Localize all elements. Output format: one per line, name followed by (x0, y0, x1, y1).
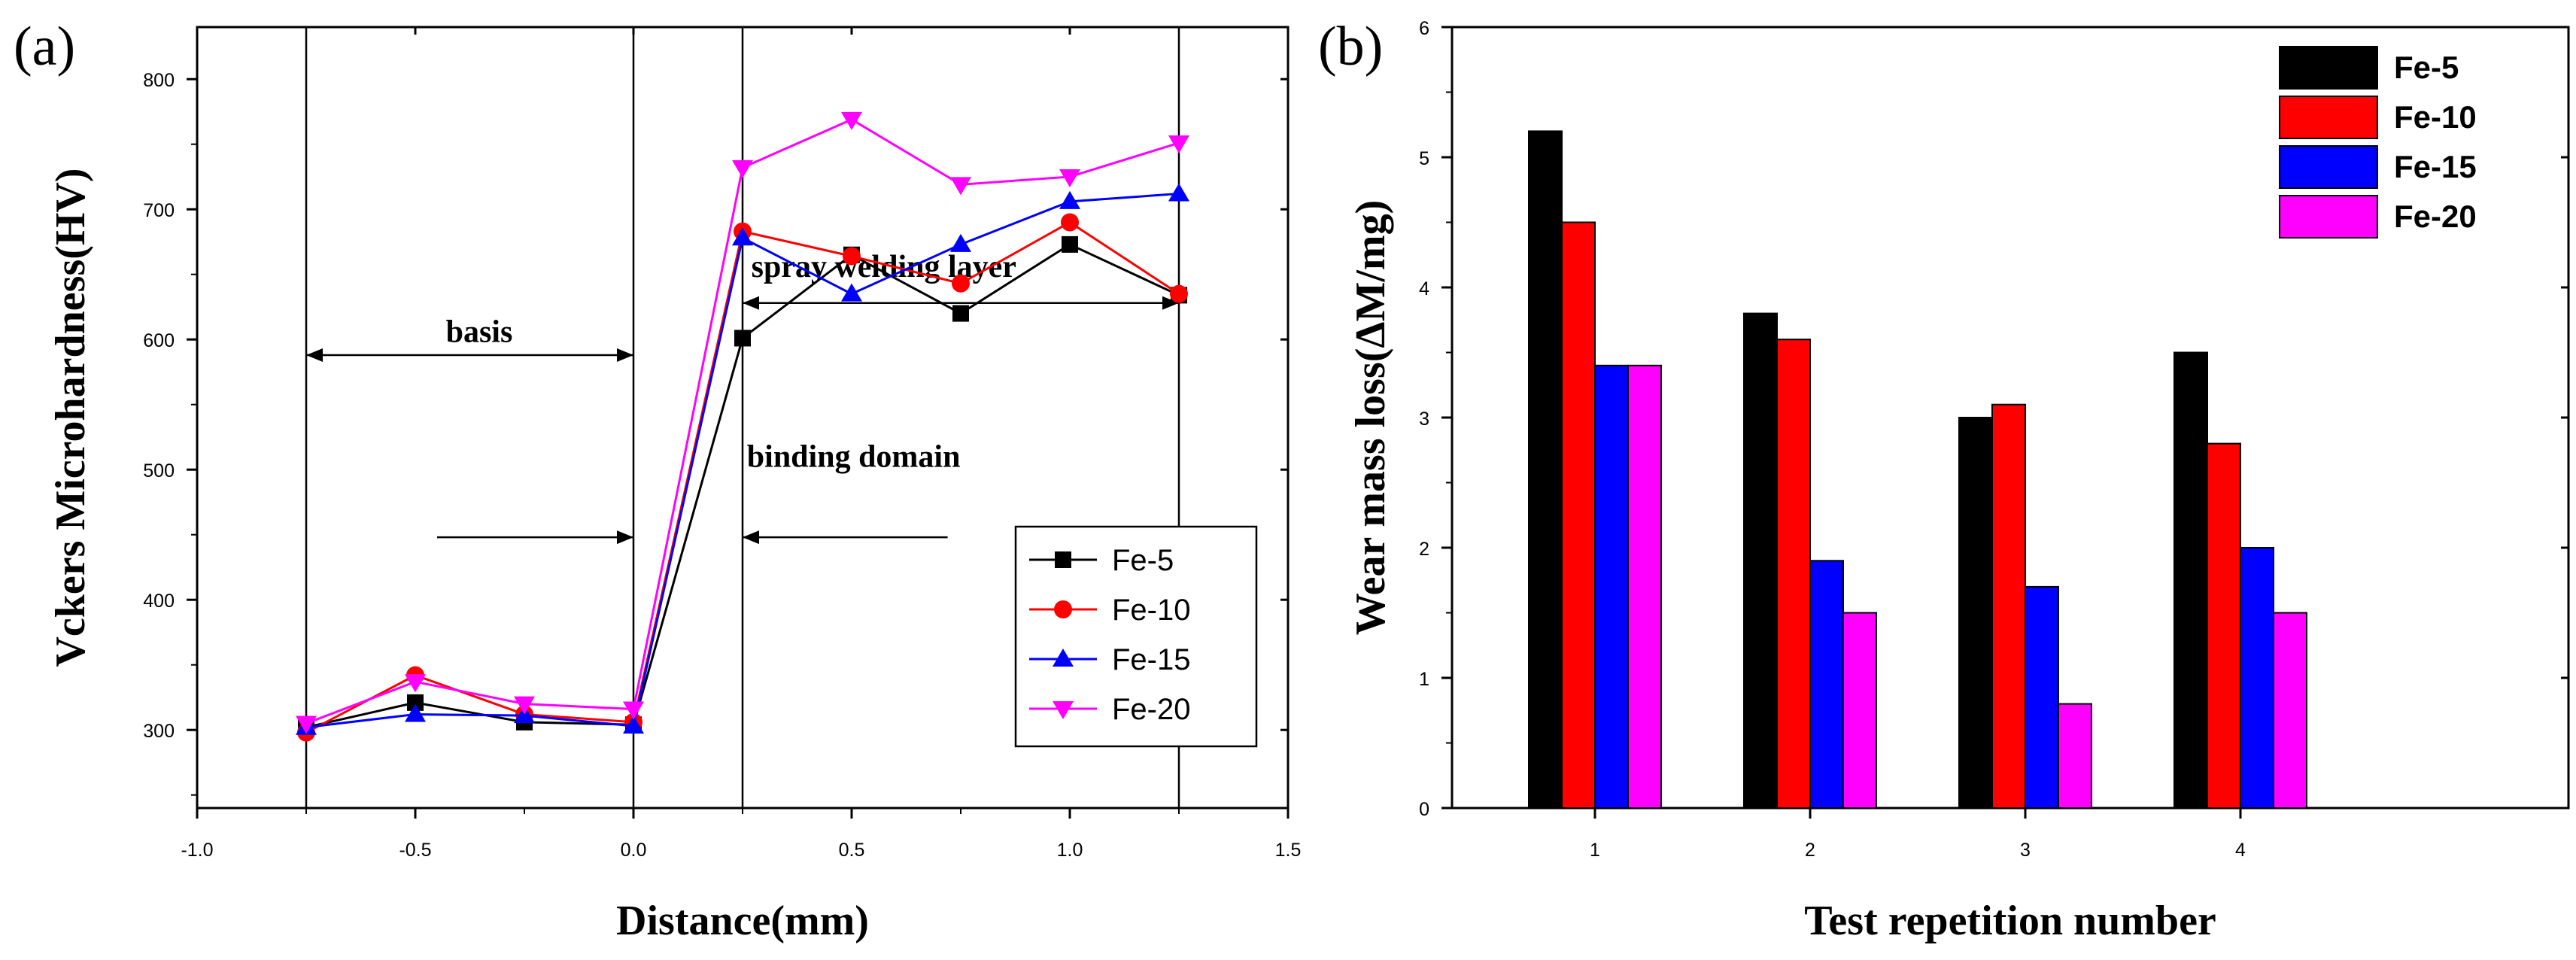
bar (1743, 312, 1778, 810)
bar (1528, 130, 1563, 809)
data-point (1168, 135, 1189, 153)
x-axis-title: Distance(mm) (616, 898, 869, 944)
bar (2273, 612, 2307, 809)
data-point (407, 694, 424, 711)
data-point (734, 330, 751, 347)
data-point (1061, 213, 1079, 232)
data-point (1059, 190, 1080, 209)
x-tick-label: -1.0 (181, 840, 213, 861)
bar (1561, 221, 1596, 809)
legend-label: Fe-15 (1112, 643, 1191, 676)
bar (2240, 547, 2274, 809)
legend-label: Fe-10 (1112, 594, 1191, 627)
y-tick-label: 5 (1419, 148, 1429, 169)
bar (1809, 560, 1844, 809)
y-tick-label: 400 (143, 591, 175, 612)
y-tick-label: 6 (1419, 18, 1429, 39)
x-axis-title: Test repetition number (1804, 898, 2216, 944)
annotation-text: basis (446, 315, 513, 350)
x-tick-label: 1 (1590, 840, 1600, 861)
bar (2174, 351, 2208, 809)
legend-marker (1053, 649, 1074, 667)
y-axis-title: Vckers Microhardness(HV) (47, 168, 94, 667)
y-axis-title: Wear mass loss(ΔM/mg) (1347, 200, 1394, 635)
y-tick-label: 0 (1419, 799, 1429, 820)
legend-swatch (2279, 195, 2378, 238)
arrow-head (617, 530, 633, 545)
y-tick-label: 4 (1419, 278, 1429, 299)
x-tick-label: 0.5 (839, 840, 865, 861)
data-point (952, 305, 969, 322)
bar (2025, 585, 2059, 810)
legend-label: Fe-5 (1112, 544, 1174, 577)
data-point (841, 111, 862, 130)
legend-marker (1053, 701, 1074, 719)
data-point (623, 701, 644, 720)
data-point (1170, 284, 1188, 303)
data-point (732, 227, 753, 246)
y-tick-label: 800 (143, 70, 175, 91)
legend-label: Fe-10 (2394, 99, 2477, 135)
x-tick-label: 1.0 (1057, 840, 1083, 861)
panel-a-chart: (a) -1.0 -0.5 0.0 0.5 1.0 1.5 300 400 500 600 700 80… (14, 16, 1301, 944)
bar (1627, 364, 1662, 809)
x-tick-label: 1.5 (1275, 840, 1302, 861)
data-point (732, 159, 753, 178)
data-point (1168, 183, 1189, 202)
legend-swatch (2279, 46, 2378, 90)
bar (2207, 442, 2241, 809)
y-tick-label: 700 (143, 200, 175, 221)
annotation-text: binding domain (747, 440, 961, 475)
legend-label: Fe-15 (2394, 149, 2477, 184)
y-tick-label: 1 (1419, 669, 1429, 690)
data-point (950, 233, 971, 252)
legend-label: Fe-20 (1112, 693, 1191, 726)
y-tick-label: 300 (143, 721, 175, 742)
data-point (843, 247, 861, 266)
arrow-head (743, 530, 759, 545)
y-tick-label: 500 (143, 460, 175, 482)
bar (1991, 403, 2026, 809)
legend-label: Fe-20 (2394, 199, 2477, 234)
legend-marker (1054, 600, 1072, 618)
data-point (514, 696, 535, 715)
arrow-head (617, 348, 633, 362)
bar (1594, 364, 1629, 809)
y-tick-label: 600 (143, 330, 175, 351)
y-tick-label: 3 (1419, 409, 1429, 430)
panel-b-chart: (b) 0 1 2 3 4 5 6 1 2 3 4 Test repetition number Wear… (1318, 16, 2570, 944)
bar (1842, 612, 1877, 809)
arrow-head (743, 296, 759, 310)
legend-swatch (2279, 145, 2378, 189)
legend-swatch (2279, 96, 2378, 139)
x-tick-label: 3 (2020, 840, 2031, 861)
panel-label: (a) (14, 16, 75, 77)
panel-label: (b) (1318, 16, 1383, 77)
bar (1958, 417, 1993, 809)
bar (1776, 339, 1811, 809)
data-point (296, 715, 317, 734)
data-point (405, 674, 426, 693)
data-point (950, 177, 971, 196)
legend-marker (1055, 551, 1071, 568)
data-point (841, 283, 862, 302)
data-point (1059, 169, 1080, 187)
y-tick-label: 2 (1419, 539, 1429, 560)
data-point (1062, 235, 1078, 253)
legend-label: Fe-5 (2394, 50, 2459, 85)
data-point (952, 274, 970, 293)
x-tick-label: 4 (2235, 840, 2246, 861)
data-point (405, 703, 426, 722)
x-tick-label: 0.0 (621, 840, 647, 861)
data-point (623, 715, 644, 734)
x-tick-label: -0.5 (399, 840, 431, 861)
bar (2058, 703, 2092, 809)
x-tick-label: 2 (1805, 840, 1815, 861)
arrow-head (306, 348, 323, 362)
